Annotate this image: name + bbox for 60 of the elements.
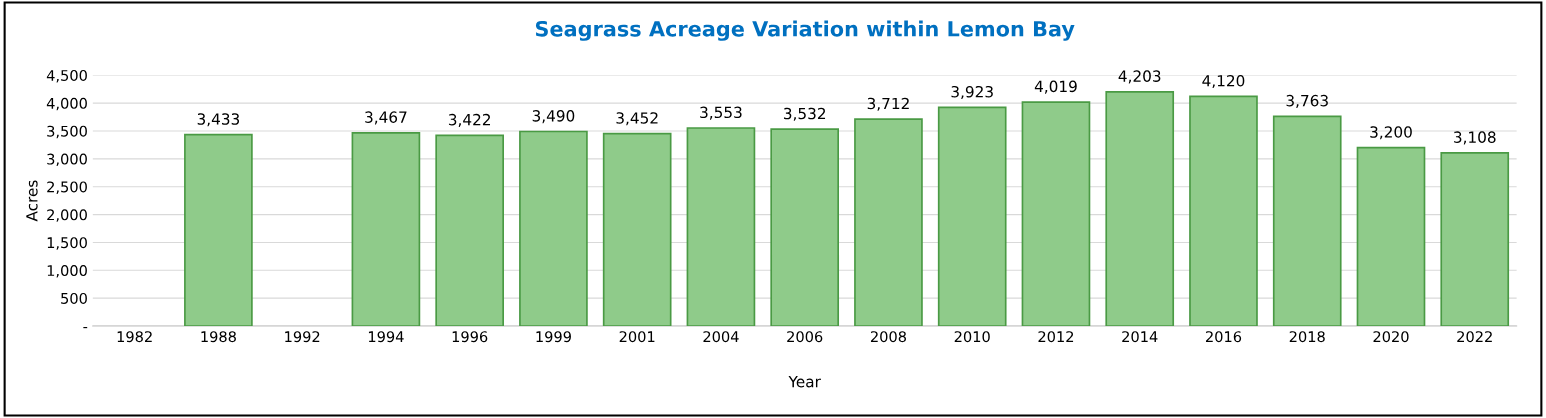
y-tick-label: 2,000 <box>47 209 87 222</box>
bar <box>937 106 1007 327</box>
x-tick-label: 1994 <box>368 331 404 343</box>
bar <box>435 134 505 327</box>
bar <box>770 128 840 327</box>
data-label: 4,120 <box>1202 74 1245 89</box>
y-tick-label: 3,000 <box>47 153 87 167</box>
x-tick-label: 1988 <box>201 331 236 343</box>
y-tick-label: 2,500 <box>47 181 87 194</box>
y-tick-label: - <box>83 327 88 329</box>
data-label: 3,923 <box>951 85 993 100</box>
x-axis-title: Year <box>788 376 821 388</box>
bar <box>1189 95 1258 327</box>
x-tick-label: 2012 <box>1038 331 1074 343</box>
data-label: 3,108 <box>1454 131 1496 145</box>
data-label: 3,763 <box>1286 94 1328 108</box>
data-label: 3,490 <box>532 110 575 124</box>
x-tick-label: 1996 <box>452 331 488 343</box>
bar <box>1272 115 1342 327</box>
y-tick-label: 3,500 <box>47 125 87 139</box>
data-label: 3,422 <box>448 113 490 127</box>
x-tick-label: 2010 <box>954 331 990 343</box>
bar <box>602 132 672 327</box>
data-label: 3,200 <box>1370 126 1412 140</box>
y-axis-title: Acres <box>26 180 38 222</box>
y-tick-label: 4,000 <box>46 97 87 111</box>
x-tick-label: 1992 <box>285 331 320 343</box>
data-label: 3,532 <box>783 107 826 121</box>
bar <box>351 131 421 327</box>
x-tick-label: 1982 <box>117 331 152 343</box>
data-label: 3,553 <box>700 106 742 120</box>
bar <box>1440 151 1510 327</box>
x-tick-label: 2018 <box>1289 331 1325 343</box>
bar <box>519 130 588 327</box>
bar <box>1356 146 1426 327</box>
y-tick-label: 1,500 <box>47 237 87 250</box>
chart-title: Seagrass Acreage Variation within Lemon Bay <box>535 20 1075 41</box>
data-label: 3,712 <box>867 97 909 111</box>
bar <box>854 118 923 327</box>
x-tick-label: 2004 <box>703 331 739 343</box>
data-label: 4,019 <box>1034 80 1077 94</box>
data-label: 3,467 <box>365 111 407 125</box>
y-tick-label: 4,500 <box>46 69 87 83</box>
x-tick-label: 2020 <box>1373 331 1409 343</box>
x-tick-label: 2022 <box>1457 331 1492 343</box>
y-tick-label: 1,000 <box>47 265 87 278</box>
data-label: 4,203 <box>1118 70 1161 84</box>
bar <box>686 127 756 327</box>
data-label: 3,433 <box>197 113 240 127</box>
x-tick-label: 2014 <box>1122 331 1158 343</box>
bar <box>1021 101 1091 327</box>
bar <box>1105 90 1175 327</box>
y-tick-label: 500 <box>61 292 87 304</box>
x-tick-label: 2008 <box>870 331 907 343</box>
x-tick-label: 2006 <box>787 331 823 343</box>
data-label: 3,452 <box>616 112 658 126</box>
x-tick-label: 2001 <box>619 331 655 343</box>
x-tick-label: 2016 <box>1205 331 1242 343</box>
x-tick-label: 1999 <box>536 331 571 343</box>
bar <box>184 133 253 327</box>
